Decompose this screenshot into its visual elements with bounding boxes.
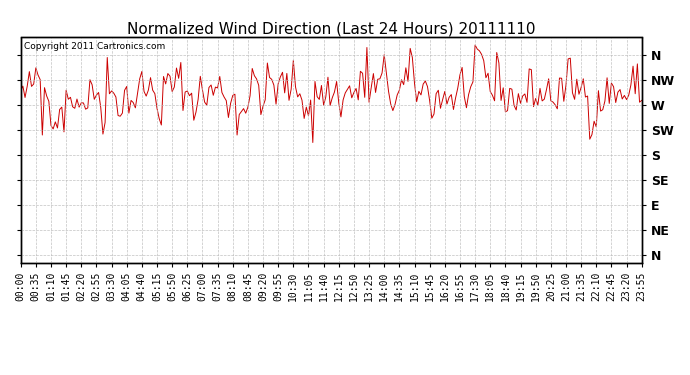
Text: Copyright 2011 Cartronics.com: Copyright 2011 Cartronics.com [23, 42, 165, 51]
Title: Normalized Wind Direction (Last 24 Hours) 20111110: Normalized Wind Direction (Last 24 Hours… [127, 21, 535, 36]
